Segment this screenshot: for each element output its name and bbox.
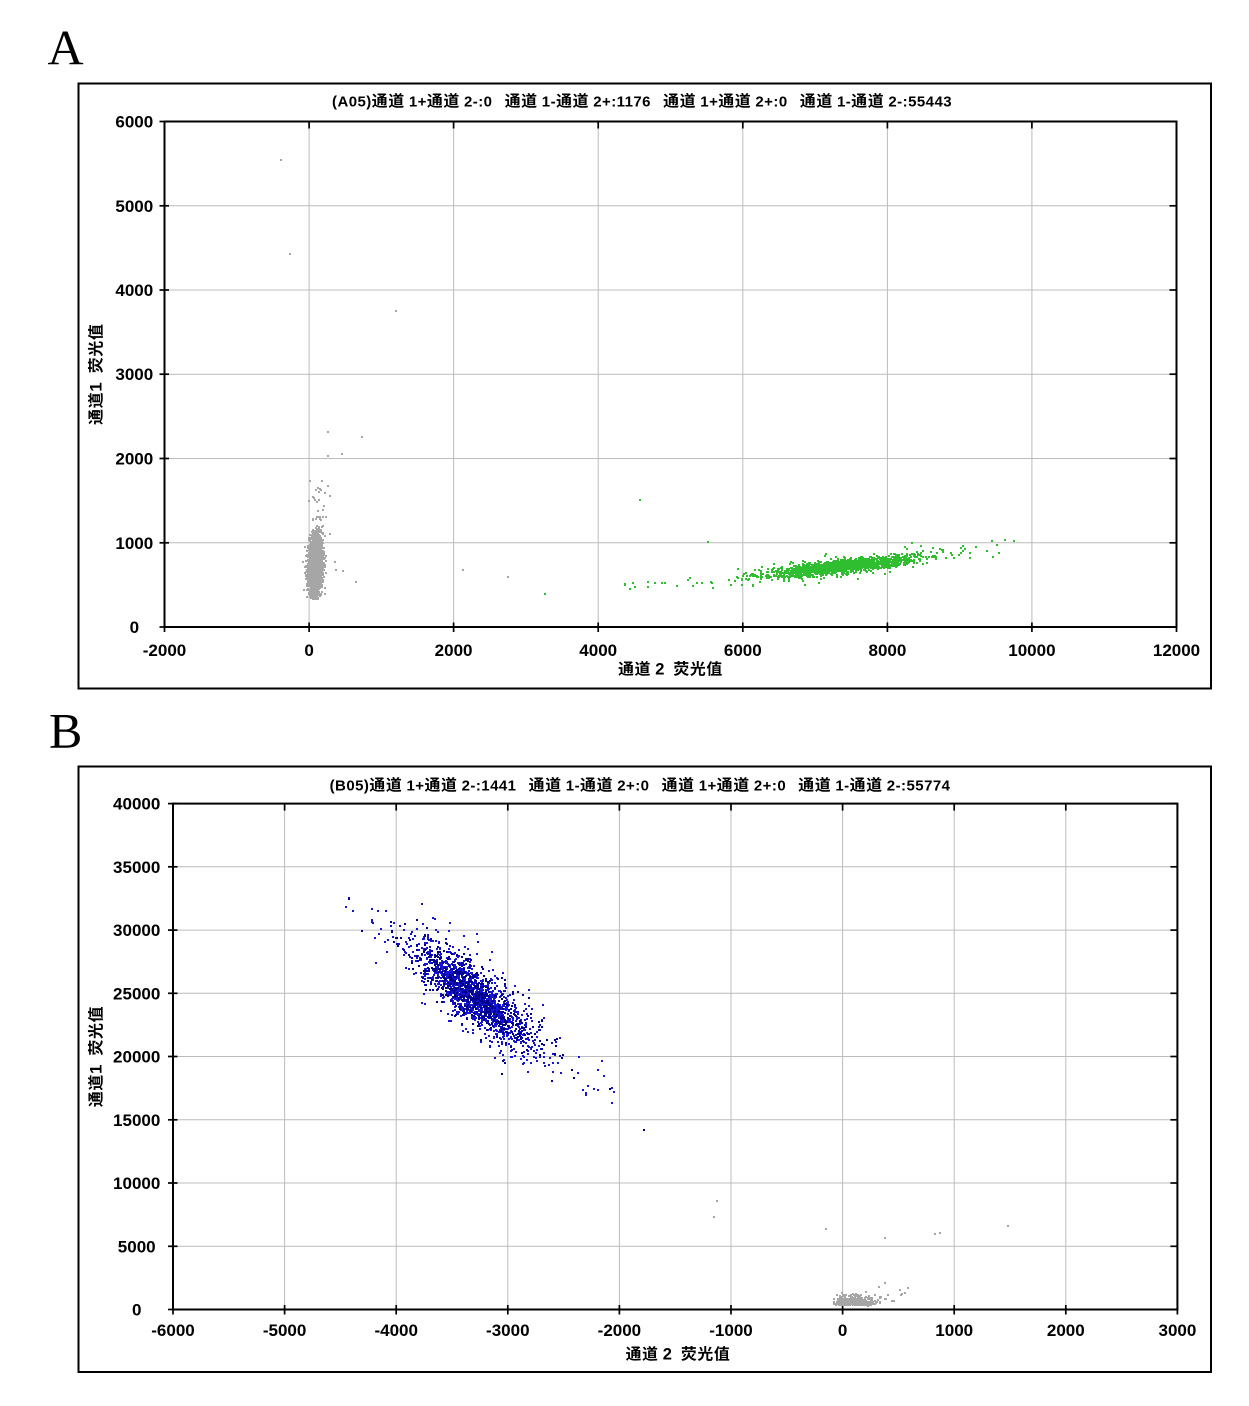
svg-text:2-:55774: 2-:55774 <box>887 778 951 795</box>
svg-text:2-:1441: 2-:1441 <box>462 778 517 795</box>
svg-text:-4000: -4000 <box>374 1321 417 1340</box>
svg-text:5000: 5000 <box>115 197 153 216</box>
svg-text:1-: 1- <box>542 94 556 111</box>
svg-text:3000: 3000 <box>115 365 153 384</box>
svg-text:1-: 1- <box>837 94 851 111</box>
svg-text:25000: 25000 <box>113 984 160 1003</box>
svg-text:B: B <box>49 703 82 759</box>
svg-text:(A05): (A05) <box>332 94 372 111</box>
svg-text:-2000: -2000 <box>143 641 186 660</box>
svg-text:1-: 1- <box>835 778 849 795</box>
svg-text:-6000: -6000 <box>151 1321 194 1340</box>
svg-text:-3000: -3000 <box>486 1321 529 1340</box>
svg-text:1-: 1- <box>566 778 580 795</box>
svg-text:1000: 1000 <box>115 534 153 553</box>
svg-text:A: A <box>48 20 84 76</box>
svg-text:2000: 2000 <box>1047 1321 1085 1340</box>
svg-text:3000: 3000 <box>1158 1321 1196 1340</box>
svg-text:2+:0: 2+:0 <box>755 94 787 111</box>
svg-text:2+:0: 2+:0 <box>617 778 649 795</box>
svg-text:2: 2 <box>655 661 665 679</box>
svg-text:2000: 2000 <box>435 641 473 660</box>
svg-text:0: 0 <box>838 1321 847 1340</box>
svg-text:20000: 20000 <box>113 1048 160 1067</box>
svg-text:0: 0 <box>130 618 139 637</box>
svg-text:1+: 1+ <box>700 94 718 111</box>
svg-text:10000: 10000 <box>113 1174 160 1193</box>
svg-text:40000: 40000 <box>113 795 160 814</box>
svg-text:2+:0: 2+:0 <box>754 778 786 795</box>
svg-text:5000: 5000 <box>118 1237 156 1256</box>
svg-text:4000: 4000 <box>579 641 617 660</box>
svg-text:6000: 6000 <box>724 641 762 660</box>
svg-text:6000: 6000 <box>115 113 153 132</box>
svg-text:10000: 10000 <box>1008 641 1055 660</box>
svg-text:35000: 35000 <box>113 858 160 877</box>
svg-text:(B05): (B05) <box>330 778 370 795</box>
svg-text:1+: 1+ <box>407 778 425 795</box>
svg-text:0: 0 <box>132 1301 141 1320</box>
svg-text:12000: 12000 <box>1153 641 1200 660</box>
svg-text:15000: 15000 <box>113 1111 160 1130</box>
svg-text:2-:0: 2-:0 <box>464 94 492 111</box>
svg-text:1: 1 <box>87 382 106 392</box>
svg-text:8000: 8000 <box>868 641 906 660</box>
svg-text:2+:1176: 2+:1176 <box>593 94 651 111</box>
svg-text:2000: 2000 <box>115 450 153 469</box>
svg-text:2-:55443: 2-:55443 <box>888 94 952 111</box>
svg-text:1: 1 <box>87 1064 106 1074</box>
svg-text:-5000: -5000 <box>263 1321 306 1340</box>
svg-text:-2000: -2000 <box>598 1321 641 1340</box>
svg-text:0: 0 <box>304 641 313 660</box>
svg-text:4000: 4000 <box>115 281 153 300</box>
svg-text:30000: 30000 <box>113 921 160 940</box>
svg-text:2: 2 <box>663 1346 673 1364</box>
svg-text:-1000: -1000 <box>709 1321 752 1340</box>
svg-text:1+: 1+ <box>699 778 717 795</box>
svg-text:1000: 1000 <box>935 1321 973 1340</box>
svg-text:1+: 1+ <box>409 94 427 111</box>
